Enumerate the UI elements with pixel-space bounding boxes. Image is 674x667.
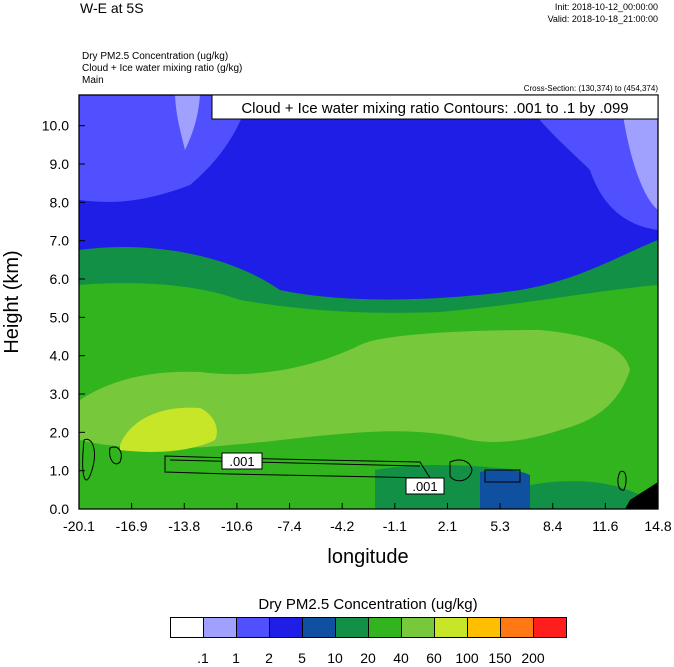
valid-time: Valid: 2018-10-18_21:00:00: [547, 14, 658, 24]
colorbar-swatch: [203, 617, 237, 638]
field-label-pm25: Dry PM2.5 Concentration (ug/kg): [82, 51, 229, 62]
contour-label-box-1: [221, 452, 263, 470]
x-tick-label: 14.8: [644, 518, 671, 534]
contour-title-box: [211, 94, 659, 120]
x-tick-label: -16.9: [116, 518, 148, 534]
y-tick-label: 2.0: [50, 424, 70, 440]
y-axis-ticks: 0.0 1.0 2.0 3.0 4.0 5.0 6.0 7.0 8.0 9.0 10.0: [42, 118, 85, 517]
cross-section-label: Cross-Section: (130,374) to (454,374): [523, 84, 658, 93]
colorbar-title: Dry PM2.5 Concentration (ug/kg): [258, 596, 477, 613]
y-tick-label: 0.0: [50, 501, 70, 517]
field-label-main: Main: [82, 75, 104, 86]
y-tick-label: 9.0: [50, 156, 70, 172]
field-label-cloud: Cloud + Ice water mixing ratio (g/kg): [82, 63, 243, 74]
colorbar-label: 100: [455, 650, 479, 666]
colorbar-label: 10: [327, 650, 343, 666]
colorbar-swatch: [500, 617, 534, 638]
y-tick-label: 4.0: [50, 348, 70, 364]
y-tick-label: 8.0: [50, 194, 70, 210]
contour-label-2: .001: [412, 479, 437, 494]
colorbar-swatch: [302, 617, 336, 638]
y-axis-label: Height (km): [1, 250, 23, 353]
colorbar-swatch: [269, 617, 303, 638]
colorbar-label: .1: [197, 650, 209, 666]
x-axis-label: longitude: [327, 546, 408, 568]
colorbar-label: 1: [232, 650, 240, 666]
x-axis-ticks: -20.1 -16.9 -13.8 -10.6 -7.4 -4.2 -1.1 2.1 5.3 8.…: [63, 503, 672, 534]
x-tick-label: -10.6: [221, 518, 253, 534]
colorbar-swatch: [467, 617, 501, 638]
colorbar-swatch: [401, 617, 435, 638]
colorbar-swatch: [335, 617, 369, 638]
contour-title: Cloud + Ice water mixing ratio Contours:…: [241, 100, 628, 117]
y-tick-label: 1.0: [50, 463, 70, 479]
colorbar-label: 200: [521, 650, 545, 666]
x-tick-label: -7.4: [277, 518, 301, 534]
colorbar-swatch: [533, 617, 567, 638]
x-tick-label: -1.1: [383, 518, 407, 534]
x-tick-label: -4.2: [330, 518, 354, 534]
colorbar-label: 60: [426, 650, 442, 666]
init-time: Init: 2018-10-12_00:00:00: [554, 2, 658, 12]
y-tick-label: 10.0: [42, 118, 69, 134]
colorbar-swatch: [434, 617, 468, 638]
colorbar-label: 2: [265, 650, 273, 666]
y-tick-label: 5.0: [50, 309, 70, 325]
y-tick-label: 6.0: [50, 271, 70, 287]
x-tick-label: 2.1: [438, 518, 458, 534]
y-tick-label: 3.0: [50, 386, 70, 402]
contour-label-box-2: [405, 477, 445, 495]
x-tick-label: 5.3: [490, 518, 510, 534]
colorbar-label: 150: [488, 650, 512, 666]
contour-label-1: .001: [229, 454, 254, 469]
x-tick-label: 8.4: [543, 518, 563, 534]
x-tick-label: -13.8: [168, 518, 200, 534]
chart-title: W-E at 5S: [80, 0, 144, 16]
pm25-fill-field: [79, 95, 658, 509]
y-tick-label: 7.0: [50, 233, 70, 249]
colorbar-label: 40: [393, 650, 409, 666]
colorbar-label: 5: [298, 650, 306, 666]
x-tick-label: 11.6: [592, 518, 618, 534]
x-tick-label: -20.1: [63, 518, 95, 534]
colorbar-swatch: [236, 617, 270, 638]
colorbar-swatch: [170, 617, 204, 638]
colorbar-label: 20: [360, 650, 376, 666]
colorbar-swatch: [368, 617, 402, 638]
